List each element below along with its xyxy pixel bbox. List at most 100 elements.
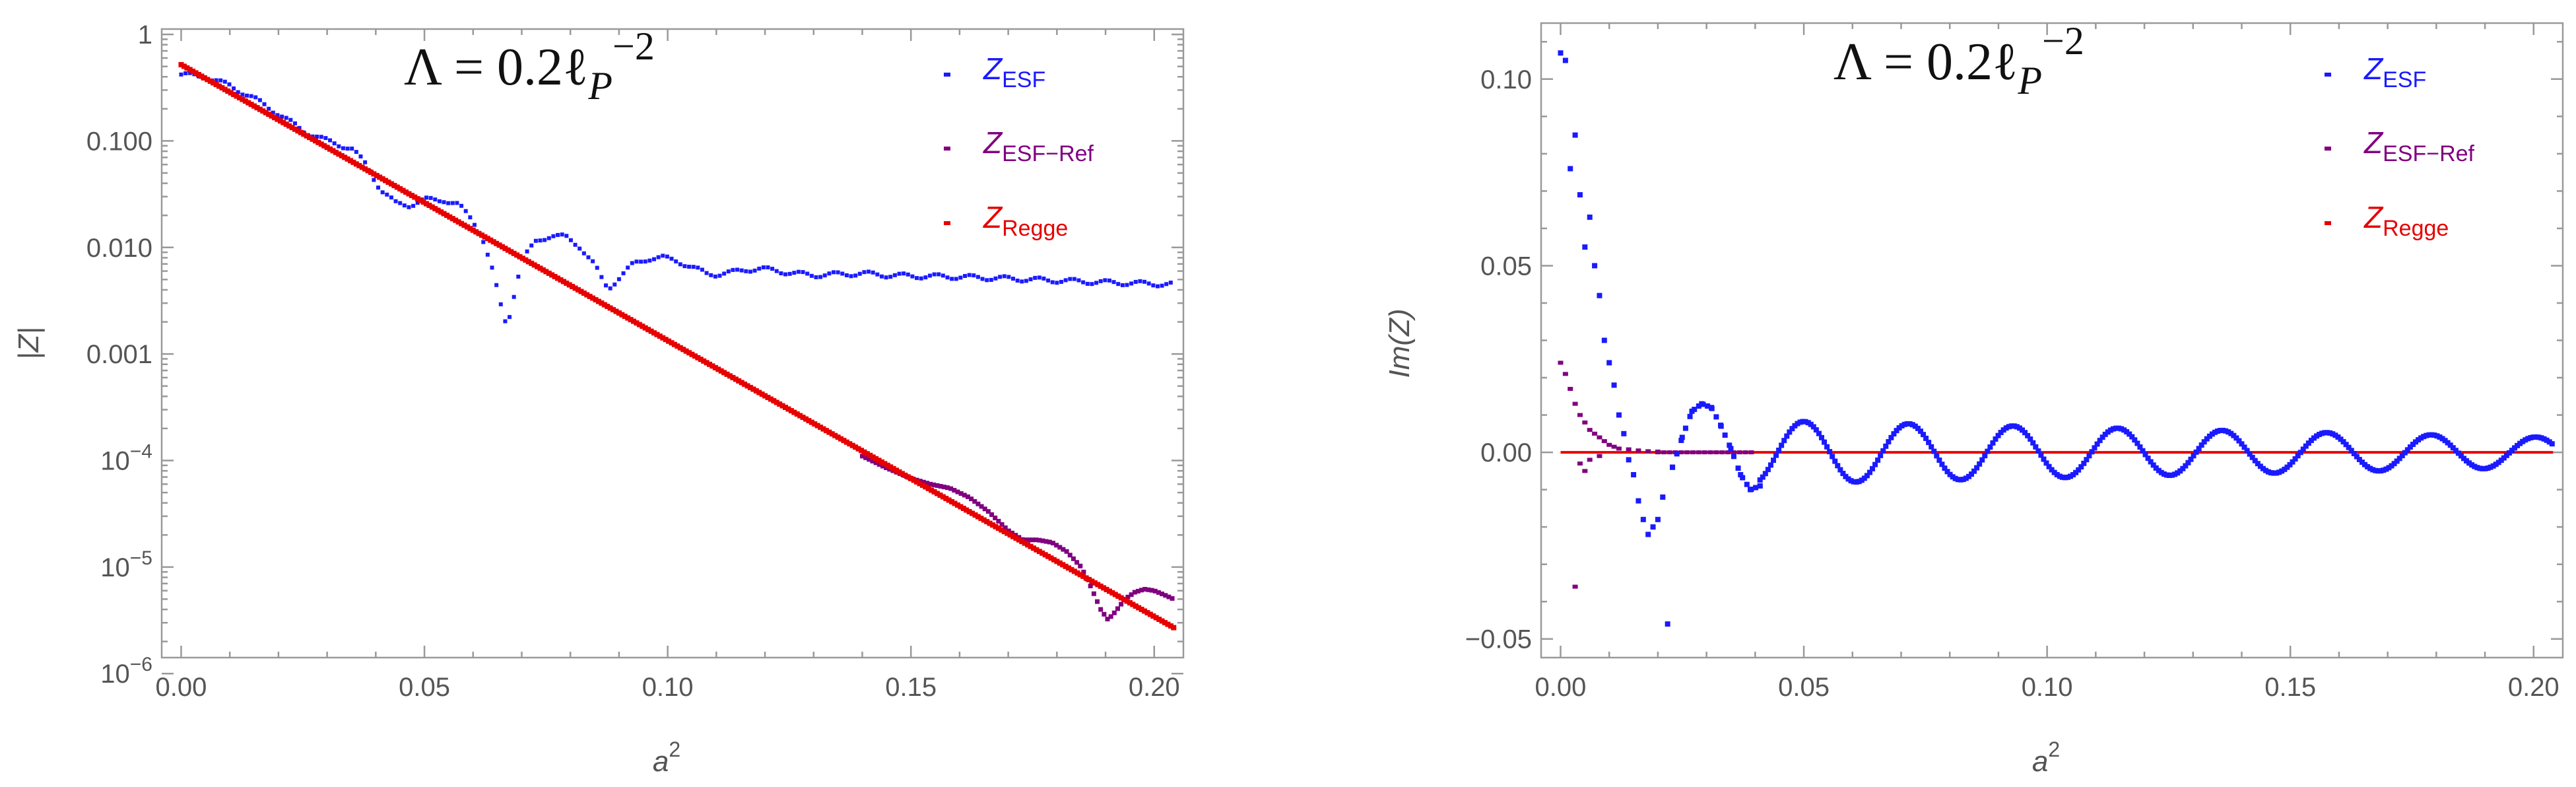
regge-point bbox=[432, 206, 438, 212]
esf-point bbox=[2495, 460, 2501, 465]
regge-point bbox=[1124, 598, 1130, 604]
esf-point bbox=[2046, 463, 2052, 469]
esf-ref-point bbox=[1568, 386, 1573, 391]
esf-point bbox=[183, 71, 188, 75]
esf-point bbox=[1808, 421, 1814, 427]
esf-point bbox=[1859, 477, 1865, 483]
regge-point bbox=[1016, 537, 1022, 543]
esf-ref-point bbox=[1129, 592, 1134, 598]
esf-point bbox=[1665, 621, 1670, 627]
esf-point bbox=[2057, 473, 2063, 479]
esf-ref-point bbox=[1616, 446, 1622, 451]
esf-ref-point bbox=[1132, 590, 1137, 595]
esf-point bbox=[1960, 477, 1966, 483]
regge-point bbox=[931, 489, 937, 495]
regge-point bbox=[412, 194, 418, 200]
esf-point bbox=[1692, 407, 1698, 413]
esf-point bbox=[2437, 434, 2443, 440]
esf-ref-point bbox=[867, 457, 872, 462]
esf-ref-point bbox=[1558, 360, 1564, 365]
esf-point bbox=[1757, 483, 1763, 489]
esf-point bbox=[2354, 454, 2360, 460]
esf-point bbox=[2282, 466, 2288, 472]
regge-point bbox=[742, 381, 748, 387]
esf-point bbox=[1116, 282, 1121, 287]
regge-point bbox=[426, 203, 432, 209]
esf-point bbox=[2311, 435, 2317, 441]
esf-point bbox=[2148, 459, 2154, 465]
esf-point bbox=[1120, 283, 1125, 287]
esf-point bbox=[2381, 467, 2387, 473]
esf-point bbox=[2231, 432, 2237, 438]
esf-point bbox=[1765, 467, 1771, 473]
esf-point bbox=[2169, 472, 2175, 478]
esf-point bbox=[2431, 432, 2437, 438]
esf-point bbox=[1795, 421, 1800, 427]
esf-point bbox=[578, 246, 582, 251]
esf-ref-point bbox=[1601, 439, 1607, 444]
esf-point bbox=[2124, 428, 2130, 434]
regge-point bbox=[794, 411, 800, 417]
esf-ref-point bbox=[1667, 450, 1672, 455]
regge-point bbox=[500, 244, 505, 250]
regge-point bbox=[461, 222, 467, 228]
esf-point bbox=[1146, 281, 1151, 286]
esf-point bbox=[2185, 460, 2191, 465]
regge-point bbox=[1121, 596, 1127, 602]
esf-point bbox=[1787, 429, 1793, 435]
regge-point bbox=[1109, 590, 1115, 596]
esf-point bbox=[494, 283, 499, 287]
regge-point bbox=[680, 347, 686, 353]
regge-point bbox=[531, 262, 537, 268]
esf-point bbox=[2538, 435, 2544, 441]
regge-point bbox=[1142, 608, 1148, 614]
regge-point bbox=[616, 310, 622, 316]
esf-point bbox=[2003, 425, 2009, 431]
esf-point bbox=[2525, 436, 2531, 442]
esf-point bbox=[989, 277, 993, 282]
esf-point bbox=[1611, 382, 1617, 388]
regge-point bbox=[622, 314, 628, 320]
esf-point bbox=[805, 271, 810, 276]
regge-point bbox=[473, 229, 479, 235]
esf-point bbox=[836, 270, 840, 275]
esf-ref-point bbox=[935, 483, 940, 488]
regge-point bbox=[777, 401, 783, 407]
esf-point bbox=[2156, 467, 2162, 473]
esf-point bbox=[2022, 430, 2028, 436]
esf-point bbox=[2084, 457, 2090, 463]
esf-point bbox=[748, 269, 752, 274]
esf-ref-point bbox=[1088, 584, 1093, 589]
esf-ref-point bbox=[1597, 435, 1602, 440]
esf-point bbox=[310, 134, 315, 139]
esf-point bbox=[2530, 434, 2536, 440]
esf-point bbox=[1081, 280, 1086, 285]
esf-point bbox=[2043, 460, 2049, 466]
regge-point bbox=[911, 477, 917, 483]
regge-point bbox=[391, 182, 397, 188]
esf-point bbox=[713, 274, 717, 279]
regge-point bbox=[380, 176, 385, 182]
esf-point bbox=[249, 94, 253, 98]
regge-point bbox=[1080, 573, 1086, 579]
regge-point bbox=[397, 186, 403, 191]
esf-point bbox=[1979, 457, 1985, 463]
esf-point bbox=[2236, 438, 2242, 444]
esf-point bbox=[958, 275, 963, 280]
regge-point bbox=[946, 497, 952, 503]
esf-point bbox=[459, 203, 464, 208]
esf-point bbox=[1827, 449, 1833, 455]
regge-point bbox=[1051, 557, 1057, 563]
esf-point bbox=[1931, 448, 1937, 454]
regge-point bbox=[762, 393, 768, 399]
esf-point bbox=[2041, 456, 2047, 462]
y-tick-label: 10−5 bbox=[100, 547, 152, 582]
esf-point bbox=[2383, 466, 2389, 472]
esf-point bbox=[595, 265, 599, 270]
regge-point bbox=[671, 341, 677, 347]
regge-point bbox=[429, 204, 435, 210]
regge-point bbox=[1005, 530, 1010, 536]
esf-point bbox=[1011, 277, 1015, 281]
esf-point bbox=[975, 275, 980, 279]
regge-point bbox=[453, 217, 459, 223]
